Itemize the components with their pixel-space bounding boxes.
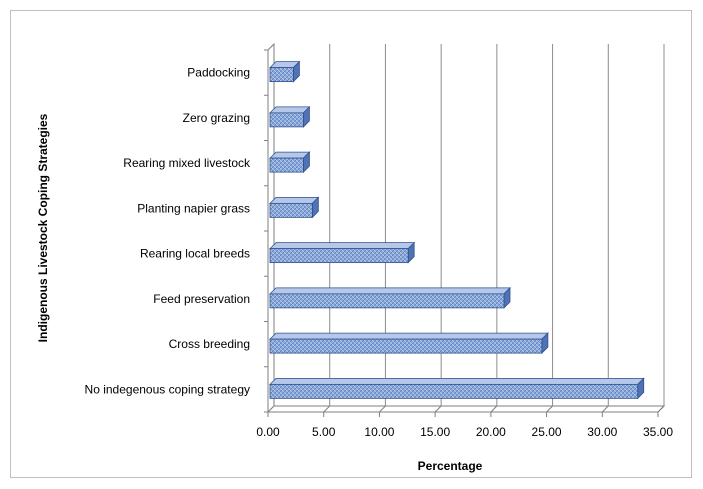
left-wall — [267, 42, 275, 414]
y-tick-label: Cross breeding — [169, 337, 250, 351]
bar — [269, 151, 311, 174]
x-tick-labels: 0.00 5.00 10.00 15.00 20.00 25.00 30.00 35.00 — [256, 425, 673, 439]
bar — [269, 105, 311, 128]
floor-tick — [601, 405, 609, 413]
y-tick-label: Planting napier grass — [137, 201, 250, 215]
bar — [269, 286, 511, 309]
x-tick-label: 20.00 — [476, 425, 506, 439]
floor-tick — [379, 405, 386, 413]
x-tick-label: 30.00 — [587, 425, 617, 439]
x-tick-label: 0.00 — [256, 425, 280, 439]
bars — [269, 60, 645, 400]
y-tick-label: Rearing mixed livestock — [123, 156, 251, 170]
plot-walls — [266, 42, 666, 414]
y-tick-label: Rearing local breeds — [140, 247, 250, 261]
y-tick-label: Paddocking — [187, 66, 250, 80]
x-tick-label: 5.00 — [312, 425, 336, 439]
bar — [269, 377, 645, 400]
gridlines — [264, 44, 665, 417]
y-tick-labels: No indegenous coping strategy Cross breed… — [85, 66, 251, 397]
y-tick-label: Zero grazing — [183, 111, 250, 125]
x-tick-label: 10.00 — [364, 425, 394, 439]
bar — [269, 332, 549, 355]
floor-tick — [657, 405, 665, 413]
x-axis-title: Percentage — [418, 459, 483, 473]
floor-tick — [546, 405, 553, 413]
floor-tick — [323, 405, 331, 413]
x-tick-label: 15.00 — [420, 425, 450, 439]
bar — [269, 60, 301, 83]
x-tick-label: 35.00 — [643, 425, 673, 439]
floor-tick — [490, 405, 498, 413]
bar — [269, 241, 416, 264]
y-tick-label: No indegenous coping strategy — [85, 382, 250, 396]
y-tick-label: Feed preservation — [153, 292, 250, 306]
y-axis-title: Indigenous Livestock Coping Strategies — [36, 113, 50, 342]
floor-tick — [434, 405, 442, 413]
x-tick-label: 25.00 — [532, 425, 562, 439]
bar — [269, 196, 320, 219]
